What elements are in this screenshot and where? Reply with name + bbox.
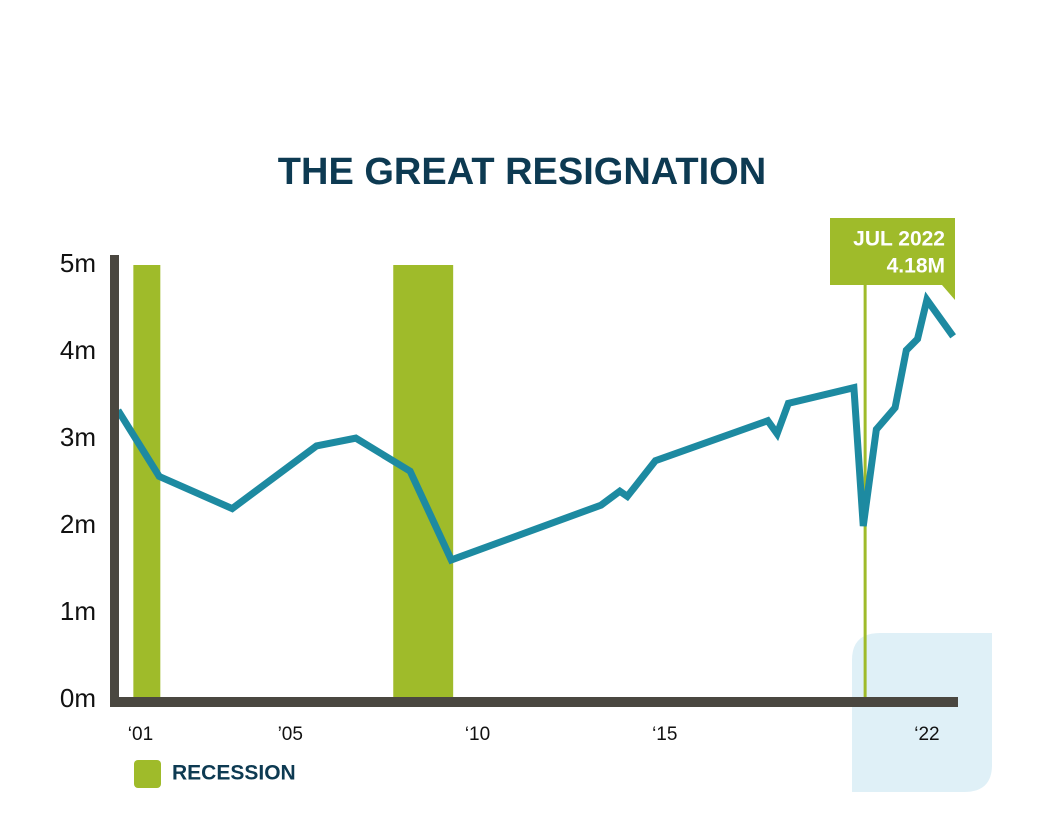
annotation-box (830, 218, 955, 300)
recession-band (393, 265, 454, 700)
decoration (852, 633, 992, 792)
annotation-text: 4.18M (887, 255, 945, 278)
y-tick-label: 4m (60, 335, 96, 365)
x-tick-label: ‘01 (128, 724, 153, 745)
x-tick-label: ’05 (278, 724, 303, 745)
line (115, 291, 956, 565)
y-tick-label: 1m (60, 596, 96, 626)
y-tick-label: 5m (60, 248, 96, 278)
x-tick-label: ‘10 (465, 724, 490, 745)
y-axis (110, 255, 119, 707)
recession-band (133, 265, 161, 700)
x-tick-label: ‘15 (652, 724, 677, 745)
x-tick-label: ‘22 (914, 724, 939, 745)
x-axis (110, 697, 958, 707)
y-tick-label: 3m (60, 422, 96, 452)
legend-label: RECESSION (172, 762, 296, 785)
legend-swatch (134, 760, 161, 788)
annotation-text: JUL 2022 (853, 228, 945, 251)
y-tick-label: 0m (60, 683, 96, 713)
chart-title: THE GREAT RESIGNATION (278, 151, 766, 193)
y-tick-label: 2m (60, 509, 96, 539)
